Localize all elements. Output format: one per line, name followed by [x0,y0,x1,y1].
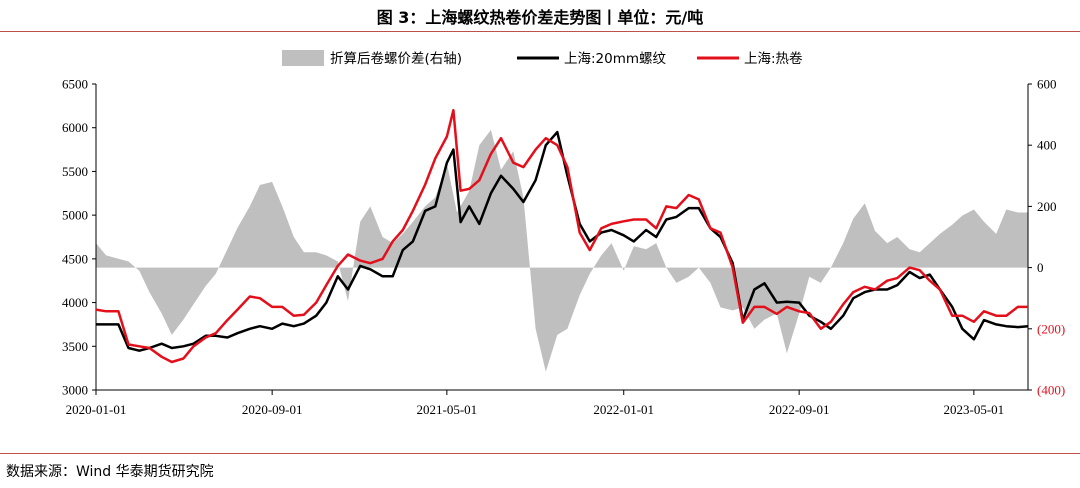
hrc-price-line [95,108,1028,364]
left-tick-label: 3000 [62,383,88,398]
legend: 折算后卷螺价差(右轴) 上海:20mm螺纹 上海:热卷 [282,50,803,67]
x-tick-label: 2023-05-01 [944,402,1005,417]
left-tick-label: 3500 [62,339,88,354]
right-tick-label: 400 [1037,138,1057,153]
right-tick-label: (400) [1037,383,1065,398]
left-tick-label: 6000 [62,120,88,135]
left-tick-label: 4000 [62,295,88,310]
left-tick-label: 5500 [62,164,88,179]
x-tick-label: 2020-01-01 [66,402,127,417]
price-lines-layer [95,108,1029,364]
chart-title: 图 3：上海螺纹热卷价差走势图丨单位：元/吨 [376,8,704,27]
x-tick-label: 2022-01-01 [593,402,654,417]
left-tick-label: 5000 [62,208,88,223]
spread-area-layer [96,129,1028,372]
price-spread-chart: 3000 3500 4000 4500 5000 5500 6000 6500 600 400 20… [62,50,1065,418]
legend-label-hrc: 上海:热卷 [744,51,803,67]
axes-layer: 3000 3500 4000 4500 5000 5500 6000 6500 600 400 20… [62,77,1065,418]
right-tick-label: 600 [1037,77,1057,92]
x-tick-label: 2022-09-01 [769,402,830,417]
data-source-note: 数据来源：Wind 华泰期货研究院 [6,464,214,480]
rebar-price-line [96,130,1029,352]
spread-area [96,129,1028,372]
right-tick-label: 0 [1037,260,1044,275]
bottom-rule [0,453,1080,454]
right-tick-label: 200 [1037,199,1057,214]
right-tick-label: (200) [1037,321,1065,336]
legend-label-spread: 折算后卷螺价差(右轴) [330,51,462,67]
left-tick-label: 6500 [62,77,88,92]
legend-swatch-spread [282,50,324,66]
x-tick-label: 2020-09-01 [242,402,303,417]
left-tick-label: 4500 [62,251,88,266]
x-tick-label: 2021-05-01 [417,402,478,417]
top-rule [0,31,1080,32]
legend-label-rebar: 上海:20mm螺纹 [564,51,667,67]
